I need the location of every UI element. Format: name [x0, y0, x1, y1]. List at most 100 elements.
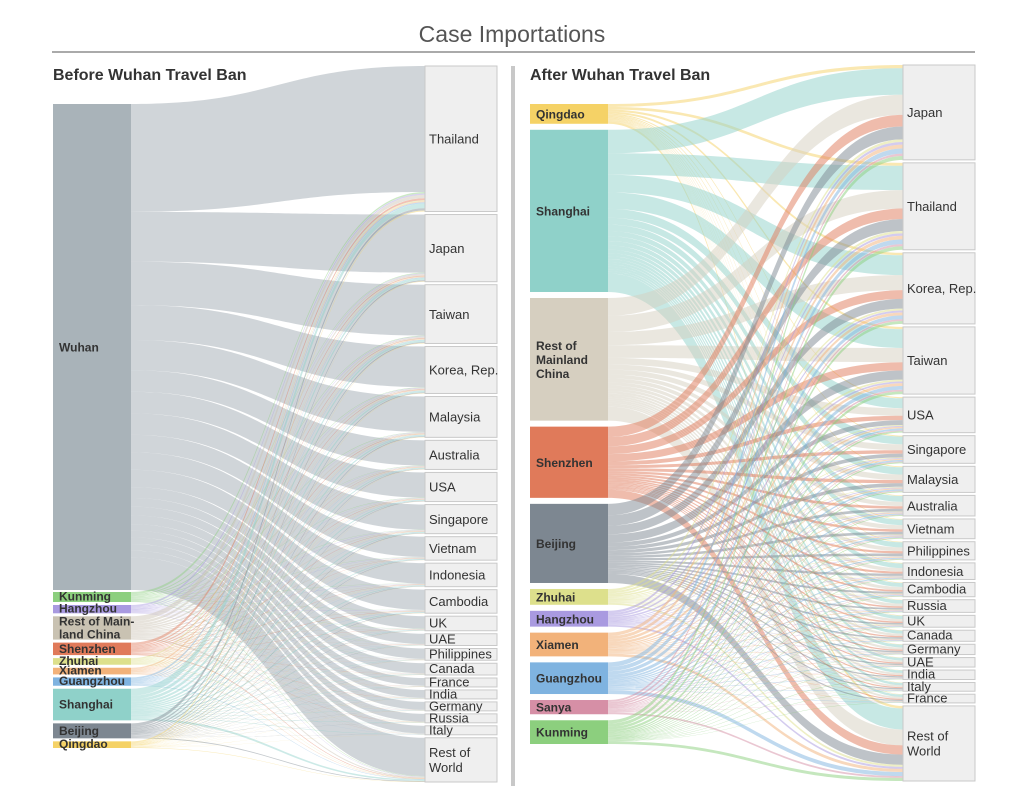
destination-label-usa: USA: [429, 480, 456, 495]
flow-beijing-to-india: [131, 698, 425, 737]
flow-shenzhen-to-taiwan: [131, 338, 425, 648]
flow-hangzhou-to-usa: [131, 497, 425, 611]
flow-shenzhen-to-italy: [131, 654, 425, 735]
destination-node-canada: [424, 662, 498, 676]
source-label-guangzhou: Guangzhou: [536, 672, 602, 686]
flow-kunming-to-philippines: [131, 600, 425, 659]
flow-beijing-to-usa: [608, 420, 903, 547]
flow-guangzhou-to-india: [608, 678, 903, 690]
flow-zhuhai-to-indonesia: [131, 584, 425, 664]
destination-label-philippines: Philippines: [907, 543, 970, 558]
destination-node-uae: [424, 633, 498, 646]
flow-guangzhou-to-cambodia: [131, 611, 425, 684]
flow-wuhan-to-uae: [131, 497, 425, 644]
flow-kunming-to-thailand: [608, 246, 903, 727]
after-ban-heading: After Wuhan Travel Ban: [530, 67, 710, 84]
flow-shanghai-to-philippines: [608, 240, 903, 548]
flow-rest-of-main-land-china-to-usa: [131, 498, 425, 632]
flow-rest-of-main-land-china-to-india: [131, 636, 425, 699]
flow-hangzhou-to-russia: [131, 612, 425, 722]
flow-shanghai-to-japan: [131, 277, 425, 699]
flow-zhuhai-to-uae: [131, 644, 425, 664]
flow-guangzhou-to-vietnam: [608, 536, 903, 685]
flow-rest-of-mainland-china-to-usa: [608, 357, 903, 416]
flow-xiamen-to-malaysia: [608, 488, 903, 648]
destination-label-japan: Japan: [429, 241, 464, 256]
flow-xiamen-to-singapore: [608, 458, 903, 647]
flow-kunming-to-usa: [608, 431, 903, 734]
source-label-kunming: Kunming: [536, 726, 588, 740]
flow-zhuhai-to-malaysia: [608, 486, 903, 599]
flow-qingdao-to-italy: [131, 734, 425, 748]
flow-shenzhen-to-australia: [131, 466, 425, 651]
flow-xiamen-to-usa: [131, 499, 425, 672]
destination-label-france: France: [907, 691, 947, 706]
flow-hangzhou-to-taiwan: [608, 381, 903, 619]
flow-beijing-to-indonesia: [131, 586, 425, 735]
destination-label-india: India: [429, 686, 458, 701]
flow-beijing-to-rest-of-world: [608, 573, 903, 765]
flow-shanghai-to-vietnam: [131, 558, 425, 712]
flow-sanya-to-vietnam: [608, 537, 903, 710]
flow-guangzhou-to-germany: [608, 653, 903, 689]
flow-kunming-to-vietnam: [131, 557, 425, 600]
flow-shanghai-to-singapore: [131, 532, 425, 711]
flow-kunming-to-canada: [608, 640, 903, 740]
flow-hangzhou-to-cambodia: [131, 610, 425, 612]
flow-beijing-to-vietnam: [608, 531, 903, 559]
flow-zhuhai-to-korea-rep: [131, 389, 425, 662]
flow-sanya-to-uae: [608, 666, 903, 713]
flow-wuhan-to-canada: [131, 515, 425, 674]
flow-hangzhou-to-taiwan: [131, 336, 425, 609]
flow-xiamen-to-philippines: [131, 659, 425, 674]
flow-shanghai-to-indonesia: [131, 585, 425, 713]
flow-qingdao-to-russia: [131, 722, 425, 748]
flow-zhuhai-to-germany: [131, 664, 425, 711]
flow-wuhan-to-singapore: [131, 413, 425, 530]
destination-node-italy: [424, 725, 498, 736]
flow-qingdao-to-singapore: [131, 533, 425, 746]
destination-label-russia: Russia: [429, 710, 470, 725]
flow-guangzhou-to-usa: [608, 428, 903, 680]
flow-guangzhou-to-uae: [608, 665, 903, 690]
flow-guangzhou-to-taiwan: [131, 339, 425, 681]
flow-rest-of-main-land-china-to-france: [131, 636, 425, 687]
flow-qingdao-to-rest-of-world: [131, 747, 425, 782]
flow-beijing-to-australia: [131, 468, 425, 733]
source-label-qingdao: Qingdao: [59, 737, 108, 751]
flow-beijing-to-uk: [131, 630, 425, 736]
flow-xiamen-to-thailand: [608, 235, 903, 640]
flow-sanya-to-italy: [608, 690, 903, 713]
flow-rest-of-main-land-china-to-uk: [131, 629, 425, 636]
flow-sanya-to-japan: [608, 153, 903, 703]
destination-node-taiwan: [424, 284, 498, 344]
source-label-xiamen: Xiamen: [536, 638, 579, 652]
flow-xiamen-to-cambodia: [131, 611, 425, 674]
flow-guangzhou-to-korea-rep: [131, 390, 425, 682]
flow-shenzhen-to-indonesia: [131, 584, 425, 653]
flow-hangzhou-to-malaysia: [131, 432, 425, 610]
flow-guangzhou-to-russia: [608, 610, 903, 688]
flow-shanghai-to-thailand: [608, 153, 903, 191]
destination-label-cambodia: Cambodia: [907, 582, 967, 597]
flow-shenzhen-to-vietnam: [131, 558, 425, 652]
destination-label-india: India: [907, 667, 936, 682]
figure-title: Case Importations: [419, 21, 606, 47]
destination-label-korea-rep: Korea, Rep.: [907, 281, 976, 296]
flow-wuhan-to-usa: [131, 391, 425, 498]
flow-kunming-to-thailand: [131, 191, 425, 595]
flow-guangzhou-to-thailand: [608, 239, 903, 672]
flow-kunming-to-indonesia: [608, 578, 903, 738]
source-node-shenzhen: [53, 642, 131, 656]
flow-hangzhou-to-uk: [131, 611, 425, 630]
destination-label-korea-rep: Korea, Rep.: [429, 363, 498, 378]
destination-label-germany: Germany: [907, 641, 961, 656]
flow-hangzhou-to-japan: [131, 273, 425, 608]
flow-shenzhen-to-france: [131, 653, 425, 687]
flow-zhuhai-to-france: [608, 602, 903, 702]
flow-qingdao-to-uae: [131, 645, 425, 747]
flow-hangzhou-to-uae: [131, 611, 425, 645]
flow-hangzhou-to-india: [131, 612, 425, 698]
destination-node-australia: [902, 494, 976, 517]
destination-label-usa: USA: [907, 408, 934, 423]
